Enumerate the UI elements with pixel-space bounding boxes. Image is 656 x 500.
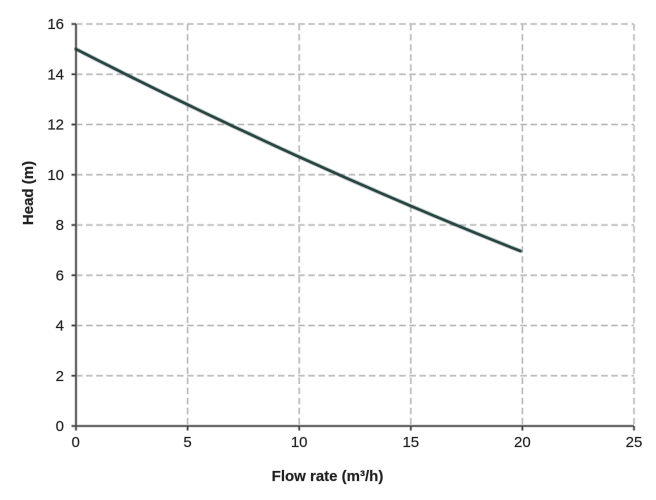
svg-text:10: 10 [291, 434, 308, 451]
svg-text:0: 0 [72, 434, 80, 451]
svg-text:12: 12 [47, 117, 64, 134]
svg-text:Head (m): Head (m) [20, 161, 37, 225]
svg-text:5: 5 [183, 434, 191, 451]
svg-text:16: 16 [47, 16, 64, 33]
svg-text:6: 6 [56, 267, 64, 284]
svg-text:25: 25 [626, 434, 643, 451]
svg-text:8: 8 [56, 217, 64, 234]
svg-text:0: 0 [56, 418, 64, 435]
svg-text:10: 10 [47, 167, 64, 184]
svg-text:14: 14 [47, 66, 64, 83]
svg-text:20: 20 [514, 434, 531, 451]
svg-text:15: 15 [402, 434, 419, 451]
svg-text:2: 2 [56, 368, 64, 385]
svg-text:4: 4 [56, 318, 64, 335]
svg-text:Flow rate (m³/h): Flow rate (m³/h) [272, 468, 384, 485]
